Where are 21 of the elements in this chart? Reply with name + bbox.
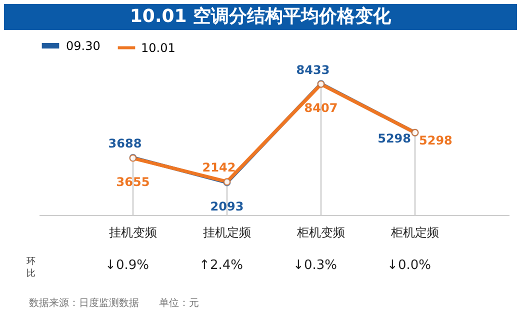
data-label: 5298 [378, 132, 411, 146]
legend-label: 10.01 [141, 40, 176, 55]
data-label: 5298 [419, 134, 452, 148]
chart-title: 10.01 空调分结构平均价格变化 [4, 4, 517, 30]
source-note: 数据来源：日度监测数据 单位：元 [29, 297, 199, 309]
text: ↑2.4% [199, 258, 243, 273]
data-label: 2142 [202, 160, 236, 175]
text: ↓0.9% [105, 258, 149, 273]
text: 环比 [26, 257, 36, 279]
x-tick-label: 挂机定频 [203, 226, 251, 240]
data-label: 8433 [296, 62, 330, 77]
x-tick-label: 柜机变频 [296, 226, 345, 240]
data-label: 2093 [210, 199, 244, 214]
x-tick-label: 挂机变频 [109, 226, 157, 240]
x-tick-label: 柜机定频 [390, 226, 439, 240]
text: ↓0.3% [293, 258, 337, 273]
legend-label: 09.30 [66, 38, 100, 53]
data-label: 3688 [108, 136, 142, 151]
data-label: 3655 [116, 175, 150, 190]
data-label: 8407 [304, 101, 338, 116]
text: ↓0.0% [387, 258, 431, 273]
